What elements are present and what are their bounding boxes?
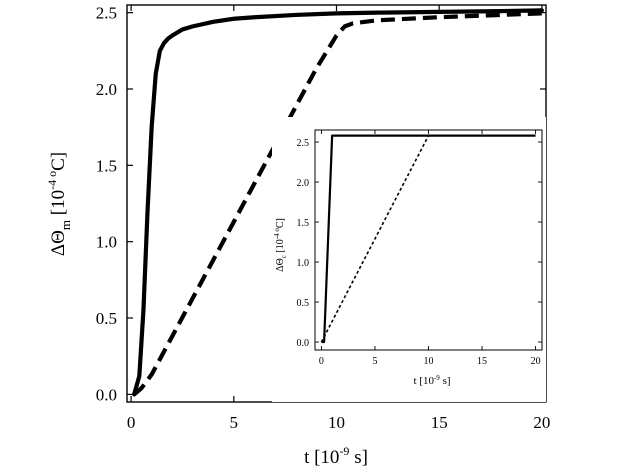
inset-x-tick-label: 20 xyxy=(531,356,541,367)
inset-y-tick-label: 2.5 xyxy=(297,138,310,149)
inset-x-axis-label-base: t [10 xyxy=(413,375,434,387)
main-y-axis-label-exp: -4 o xyxy=(45,171,59,190)
main-y-axis-label-unit: C] xyxy=(48,152,69,171)
inset-y-tick-label: 1.5 xyxy=(297,218,310,229)
inset-y-axis-label: ΔΘc [10-4 oC] xyxy=(273,218,288,272)
inset-y-tick-label: 0.0 xyxy=(297,338,310,349)
inset-x-tick-label: 5 xyxy=(372,356,377,367)
main-x-axis-label: t [10-9 s] xyxy=(304,444,368,468)
inset-series xyxy=(320,134,536,344)
inset-x-axis-label-exp: -9 xyxy=(434,374,440,382)
inset-series-dotted xyxy=(320,134,536,343)
inset-x-tick-label: 10 xyxy=(424,356,434,367)
main-y-axis-label: ΔΘm [10-4 oC] xyxy=(45,152,73,256)
main-y-tick-label: 1.0 xyxy=(96,233,117,252)
main-series xyxy=(132,8,544,397)
inset-y-axis-label-exp: -4 o xyxy=(273,228,281,240)
inset-ticks: 0 5 10 15 20 0.0 0.5 1.0 1.5 2.0 2.5 xyxy=(297,130,542,367)
inset-x-axis-label-unit: s] xyxy=(440,375,451,387)
main-y-tick-label: 0.5 xyxy=(96,309,117,328)
inset-y-axis-label-rest: [10 xyxy=(275,239,286,255)
inset-x-tick-label: 0 xyxy=(319,356,324,367)
main-y-tick-label: 1.5 xyxy=(96,156,117,175)
main-y-axis-label-sub: m xyxy=(58,220,73,230)
main-x-axis-label-unit: s] xyxy=(349,447,367,468)
inset-y-axis-label-unit: C] xyxy=(275,218,286,228)
main-y-tick-label: 2.0 xyxy=(96,80,117,99)
main-x-tick-label: 5 xyxy=(230,413,239,432)
main-ticks: 0 5 10 15 20 0.0 0.5 1.0 1.5 2.0 2.5 xyxy=(96,4,551,432)
inset-x-tick-label: 15 xyxy=(477,356,487,367)
main-x-tick-label: 15 xyxy=(431,413,448,432)
main-x-tick-label: 0 xyxy=(127,413,136,432)
inset-y-tick-label: 1.0 xyxy=(297,258,310,269)
main-y-tick-label: 2.5 xyxy=(96,4,117,23)
inset-y-tick-label: 0.5 xyxy=(297,298,310,309)
main-series-solid xyxy=(132,8,544,397)
main-x-tick-label: 10 xyxy=(328,413,345,432)
inset-background xyxy=(272,117,546,402)
main-series-dashed xyxy=(132,11,542,396)
inset-x-axis-label: t [10-9 s] xyxy=(413,374,450,387)
inset-y-axis-label-sub: c xyxy=(280,255,288,258)
main-y-tick-label: 0.0 xyxy=(96,385,117,404)
main-x-axis-label-exp: -9 xyxy=(339,444,349,458)
main-y-axis-label-prefix: ΔΘ xyxy=(48,230,69,256)
main-y-axis-label-rest: [10 xyxy=(48,190,69,220)
inset-y-axis-label-prefix: ΔΘ xyxy=(275,258,286,272)
inset-y-tick-label: 2.0 xyxy=(297,178,310,189)
main-x-tick-label: 20 xyxy=(533,413,550,432)
main-x-axis-label-base: t [10 xyxy=(304,447,339,468)
